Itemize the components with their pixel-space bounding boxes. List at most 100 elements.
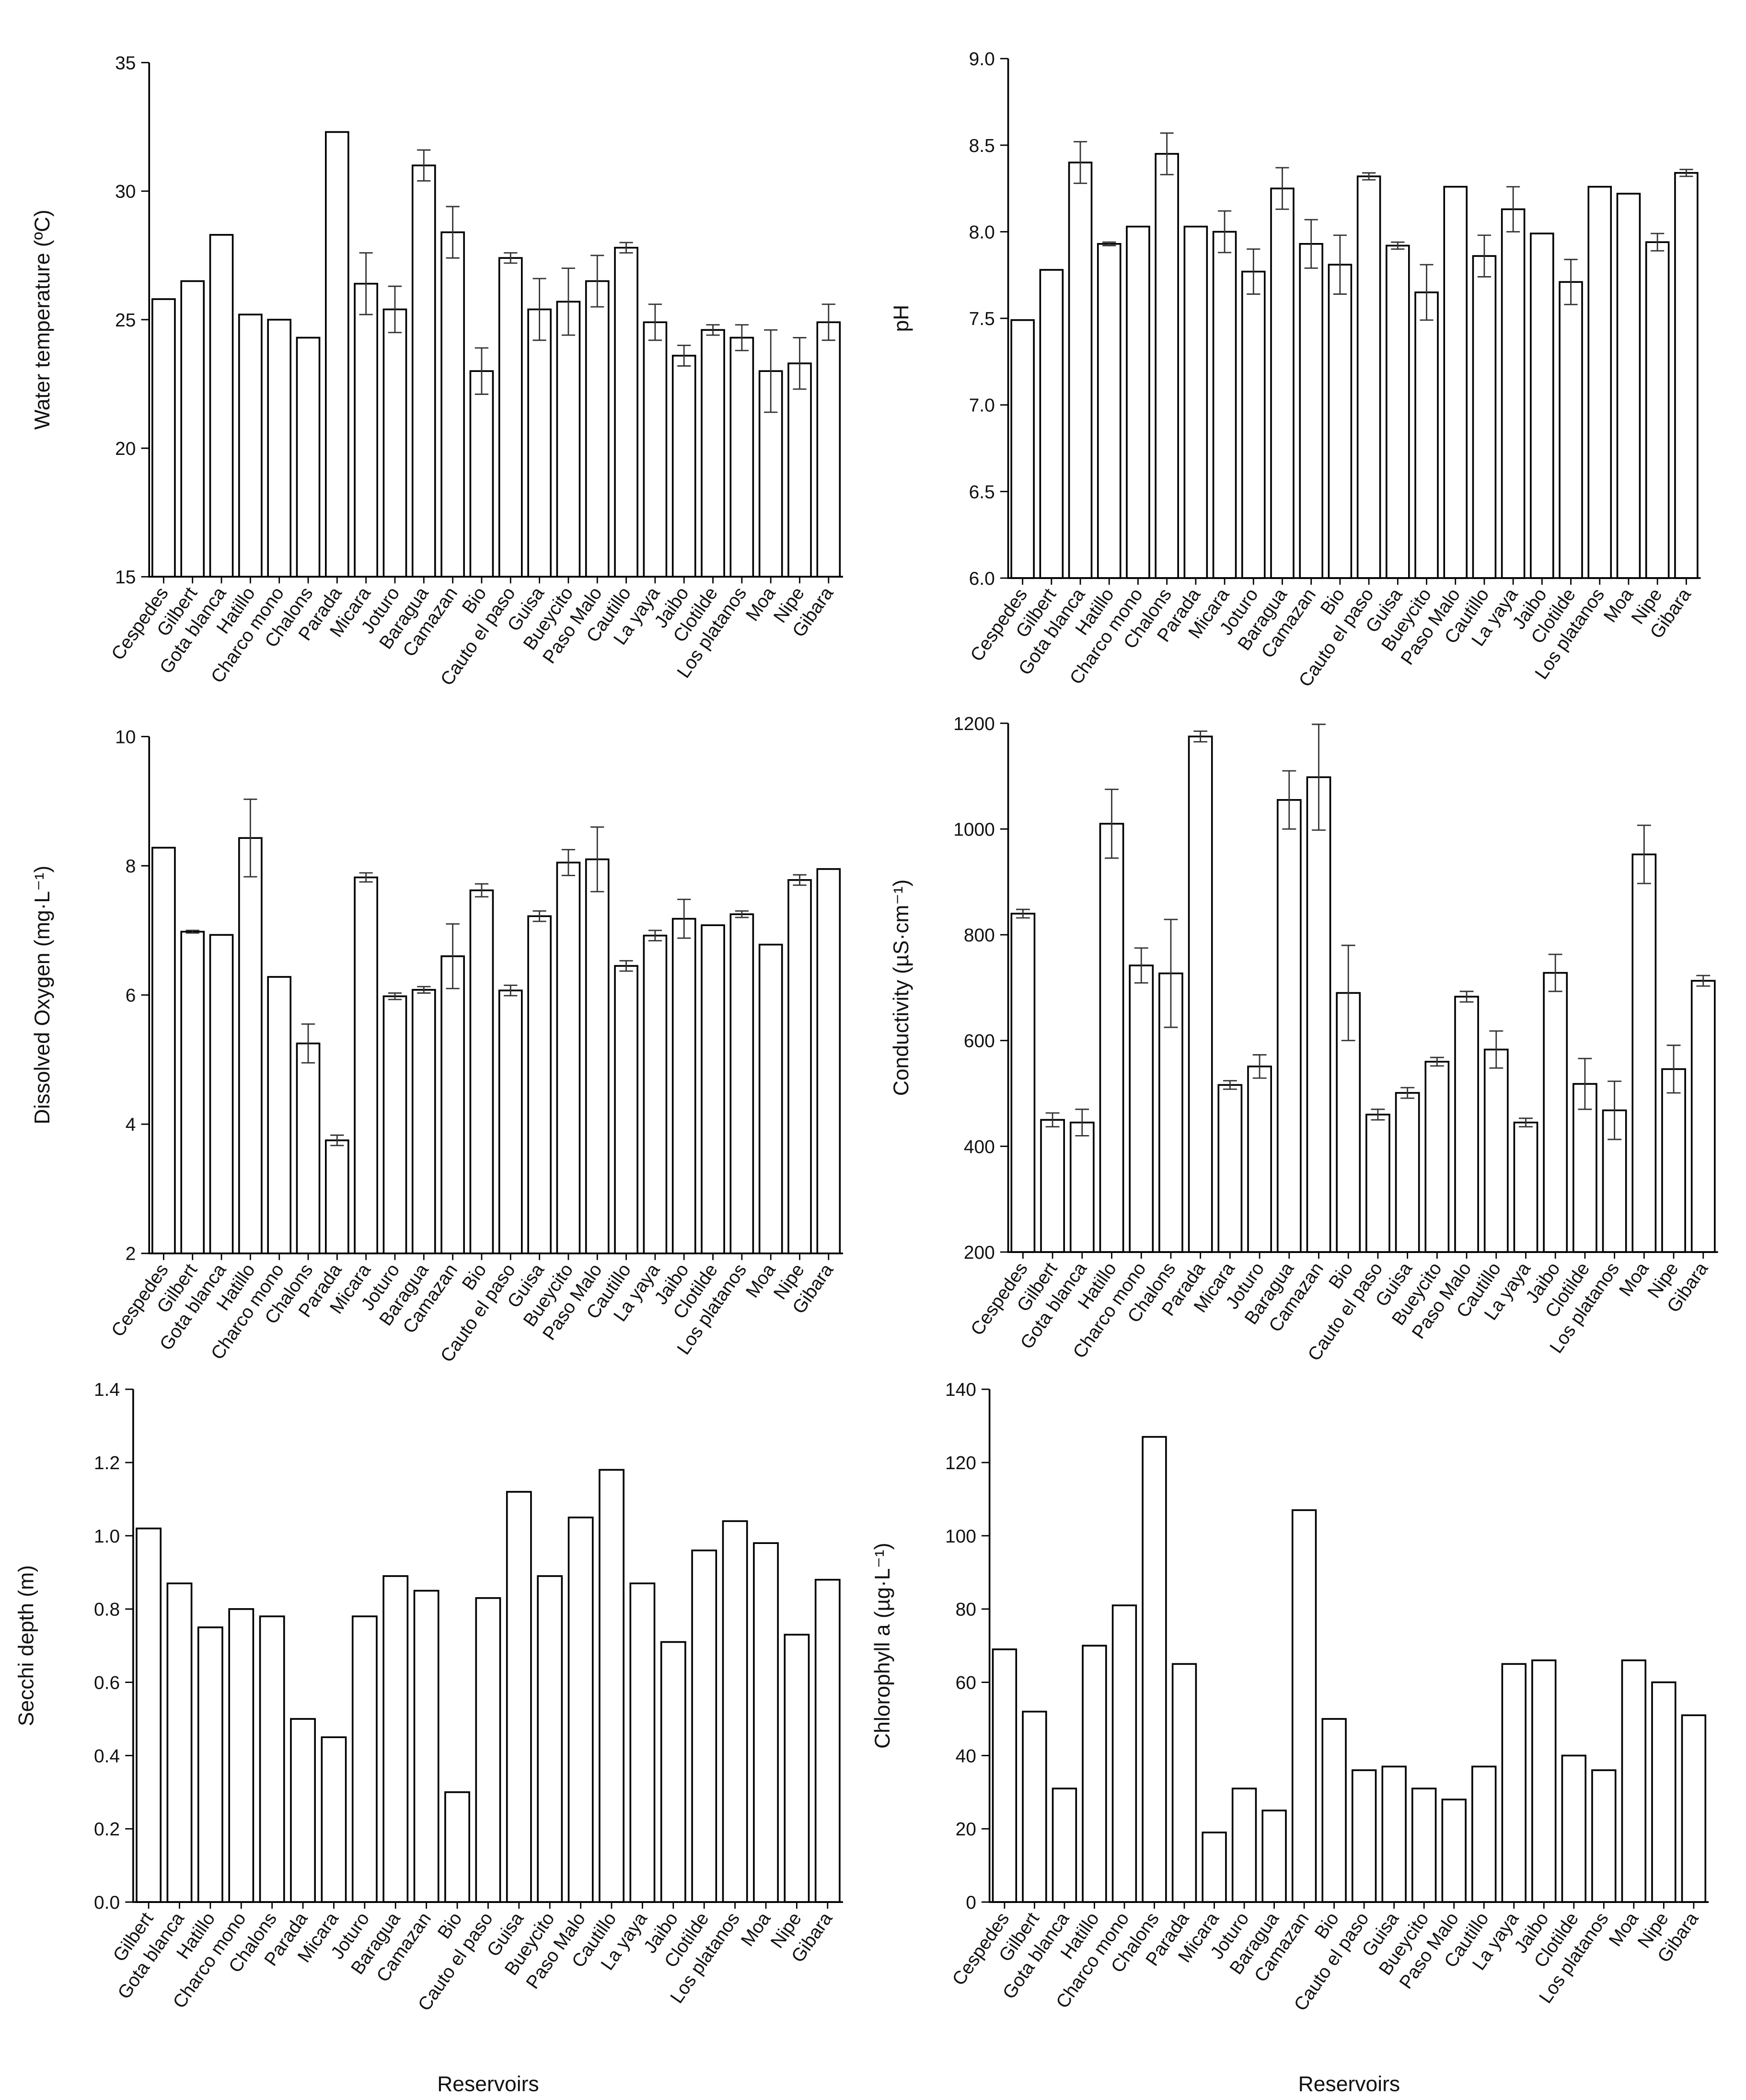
error-bar	[1105, 789, 1119, 859]
bar	[729, 336, 754, 578]
y-tick-label: 35	[115, 53, 136, 73]
error-bar	[1275, 167, 1289, 210]
bar	[136, 1527, 162, 1903]
bar	[1471, 1765, 1497, 1903]
bar	[440, 231, 465, 578]
error-bar	[590, 255, 604, 308]
error-bar	[1304, 219, 1318, 269]
y-tick-label: 200	[964, 1242, 995, 1263]
y-tick-label: 10	[115, 727, 136, 748]
bar	[1321, 1718, 1347, 1903]
bar	[180, 930, 205, 1254]
bar	[1631, 853, 1657, 1253]
bar	[1674, 172, 1699, 579]
y-tick-label: 600	[964, 1031, 995, 1052]
error-bar	[1564, 258, 1578, 305]
error-bar	[474, 883, 489, 898]
error-bar	[1362, 172, 1376, 181]
bar	[238, 837, 263, 1254]
x-tick-label: Moa	[742, 1260, 780, 1301]
bar	[753, 1542, 779, 1903]
y-tick-label: 8.0	[969, 222, 995, 243]
error-bar	[1247, 248, 1260, 295]
bar	[1395, 1092, 1420, 1253]
bar	[643, 934, 668, 1254]
x-axis-label: Reservoirs	[437, 2073, 539, 2096]
bar	[1414, 291, 1439, 579]
error-bar	[1430, 1056, 1444, 1067]
error-bar	[648, 929, 662, 941]
bar	[440, 955, 465, 1254]
bar	[1483, 1048, 1509, 1253]
bar	[660, 1641, 686, 1903]
bar	[1052, 1787, 1077, 1903]
bar	[1241, 270, 1266, 579]
axes	[1007, 723, 1718, 1253]
bar	[1270, 187, 1295, 579]
y-tick-label: 6.0	[969, 569, 995, 589]
error-bar	[1102, 241, 1116, 246]
axes	[148, 736, 843, 1254]
error-bar	[619, 242, 633, 254]
bar	[1356, 175, 1381, 579]
bar	[1513, 1121, 1538, 1253]
bar	[197, 1626, 223, 1903]
error-bar	[1218, 210, 1232, 254]
error-bar	[1489, 1030, 1503, 1069]
bar	[1010, 913, 1036, 1253]
bar	[209, 234, 234, 578]
bar	[814, 1578, 841, 1903]
bar	[1039, 269, 1064, 579]
error-bar	[1400, 1087, 1415, 1099]
bar	[1543, 972, 1568, 1253]
y-tick-label: 6.5	[969, 482, 995, 502]
error-bar	[359, 252, 373, 315]
bar	[722, 1520, 748, 1903]
y-tick-label: 2	[126, 1244, 136, 1265]
bar	[506, 1491, 532, 1903]
y-tick-label: 1000	[953, 819, 995, 840]
error-bar	[1637, 824, 1651, 884]
error-bar	[446, 206, 460, 259]
bar	[1587, 186, 1612, 579]
bar	[537, 1575, 563, 1903]
bar	[1183, 225, 1208, 579]
error-bar	[590, 826, 604, 893]
bar	[1454, 996, 1479, 1253]
error-bar	[504, 252, 518, 264]
bar	[1217, 1084, 1243, 1253]
bar	[1069, 1121, 1095, 1253]
bar	[1411, 1787, 1437, 1903]
y-tick-label: 0.0	[94, 1892, 120, 1913]
error-bar	[301, 1023, 315, 1064]
chart: 20040060080010001200CespedesGilbertGota …	[890, 714, 1718, 1365]
bar	[1561, 1754, 1587, 1903]
error-bar	[764, 329, 778, 413]
bar	[1299, 243, 1324, 579]
bar	[1351, 1769, 1377, 1903]
x-tick-label: Moa	[1600, 585, 1638, 627]
bar	[325, 1139, 349, 1254]
bar	[151, 298, 176, 578]
bar	[325, 131, 349, 578]
error-bar	[648, 303, 662, 341]
error-bar	[1477, 234, 1492, 278]
error-bar	[1073, 141, 1087, 184]
axes	[148, 62, 843, 578]
bar	[411, 164, 436, 578]
bar	[1559, 281, 1583, 579]
error-bar	[417, 149, 431, 182]
bar	[671, 917, 696, 1254]
bar	[228, 1608, 254, 1903]
y-tick-label: 8.5	[969, 136, 995, 156]
error-bar	[1134, 947, 1148, 984]
bar	[1501, 1663, 1526, 1903]
error-bar	[1578, 1057, 1592, 1110]
bar	[1530, 232, 1554, 579]
error-bar	[677, 345, 691, 367]
y-axis-label: Secchi depth (m)	[14, 1565, 38, 1726]
